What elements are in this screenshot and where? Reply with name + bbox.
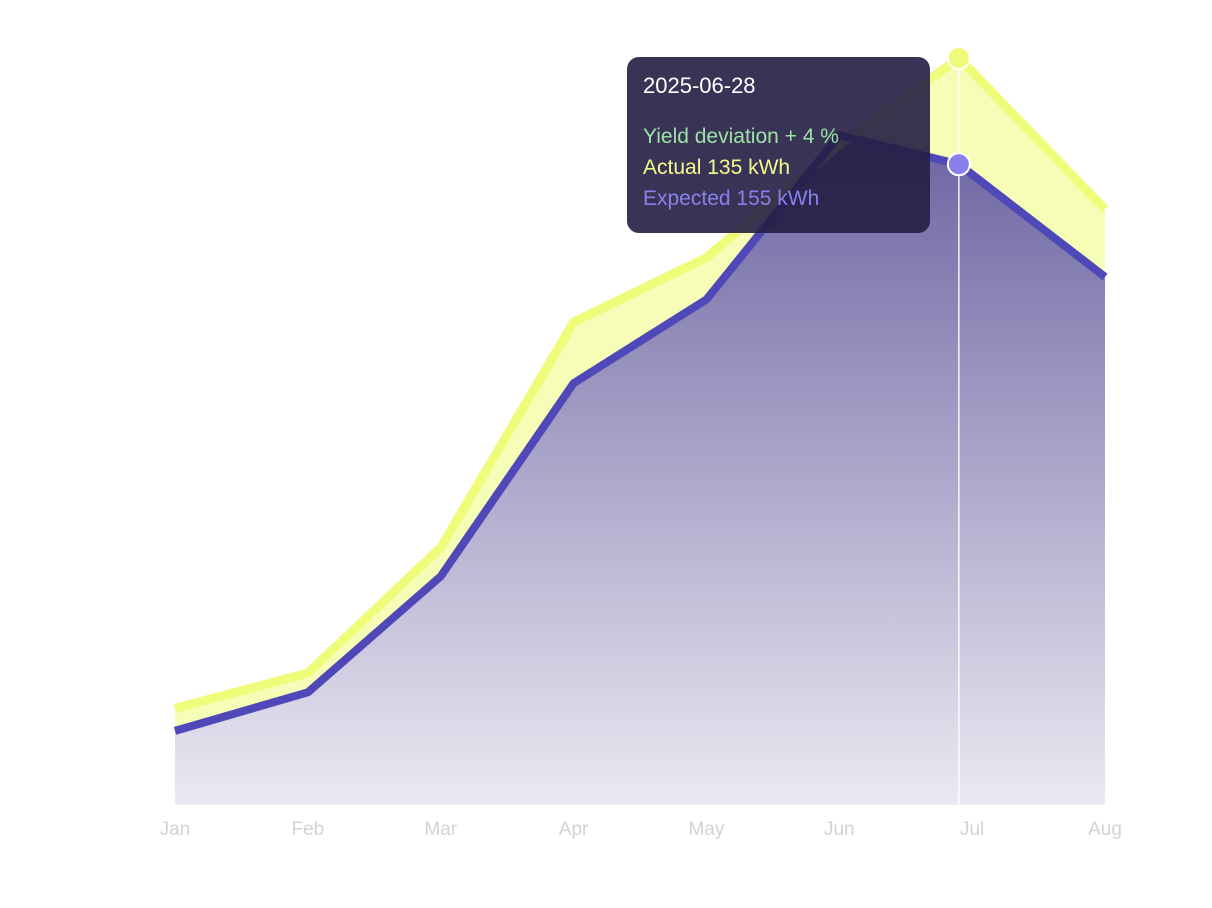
- tooltip-expected: Expected 155 kWh: [643, 183, 914, 214]
- x-tick-label: Apr: [559, 819, 589, 840]
- x-tick-label: Mar: [424, 819, 457, 840]
- expected-area: [175, 135, 1105, 805]
- x-tick-label: May: [688, 819, 724, 840]
- tooltip: 2025-06-28 Yield deviation + 4 % Actual …: [627, 57, 930, 233]
- actual-marker: [946, 45, 971, 70]
- tooltip-actual-value: 135 kWh: [707, 156, 791, 179]
- tooltip-deviation-value: + 4 %: [784, 125, 839, 148]
- x-tick-label: Jul: [960, 819, 984, 840]
- tooltip-date: 2025-06-28: [643, 73, 756, 98]
- actual-line: [173, 53, 1109, 713]
- tooltip-deviation: Yield deviation + 4 %: [643, 121, 914, 152]
- tooltip-actual: Actual 135 kWh: [643, 152, 914, 183]
- tooltip-deviation-label: Yield deviation: [643, 125, 779, 148]
- expected-line: [173, 131, 1108, 735]
- tooltip-expected-value: 155 kWh: [736, 187, 820, 210]
- x-tick-label: Jun: [824, 819, 855, 840]
- x-tick-label: Aug: [1088, 819, 1122, 840]
- tooltip-expected-label: Expected: [643, 187, 731, 210]
- x-tick-label: Jan: [160, 819, 191, 840]
- x-tick-label: Feb: [291, 819, 324, 840]
- tooltip-actual-label: Actual: [643, 156, 702, 179]
- expected-marker: [946, 152, 971, 177]
